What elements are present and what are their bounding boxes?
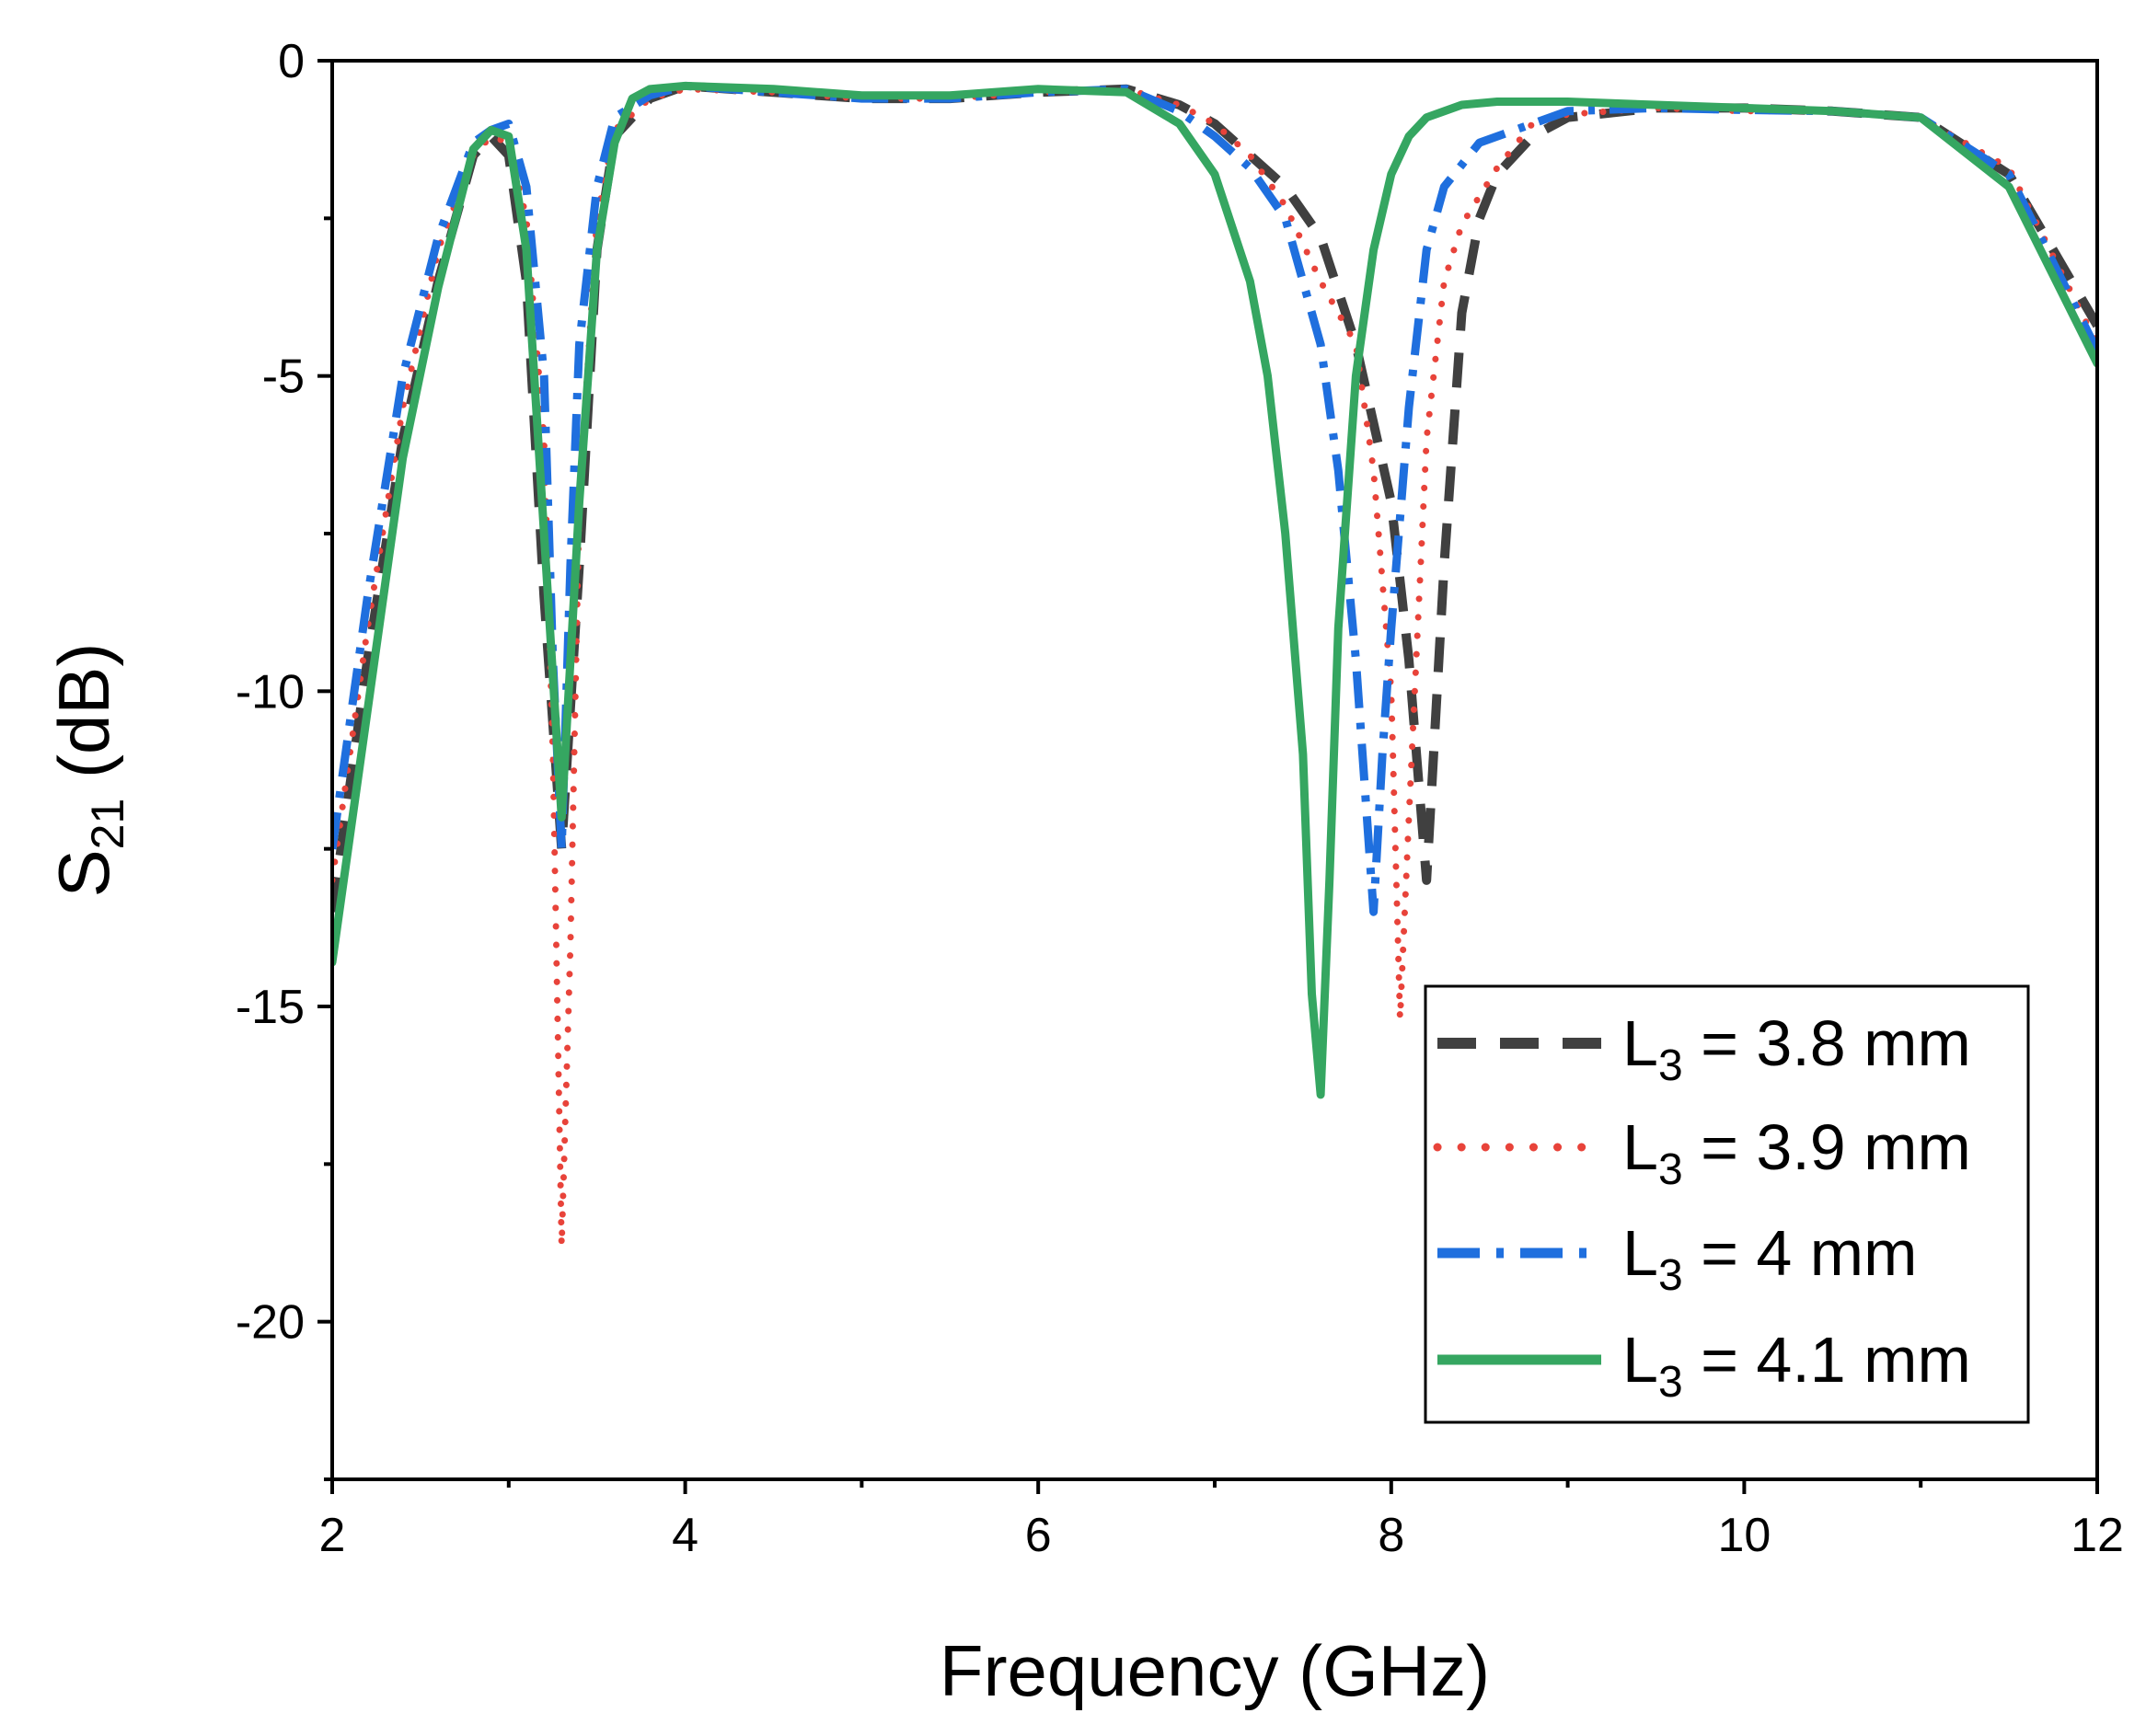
legend-label-3-main: L: [1622, 1324, 1658, 1396]
legend-item-1: L3 = 3.9 mm: [1433, 1111, 1971, 1194]
legend-label-2-main: L: [1622, 1217, 1658, 1289]
series-line-3: [332, 81, 2097, 1099]
legend-label-0-suffix: = 3.8 mm: [1683, 1007, 1971, 1079]
ticks-layer: [317, 59, 2099, 1494]
y-axis-title-subscript: 21: [82, 799, 133, 850]
legend-label-2-suffix: = 4 mm: [1683, 1217, 1918, 1289]
legend-item-0: L3 = 3.8 mm: [1437, 1007, 1971, 1090]
y-tick-label-0: 0: [278, 35, 305, 88]
legend-label-2-subscript: 3: [1658, 1251, 1683, 1300]
y-axis-title-suffix: (dB): [43, 643, 124, 799]
y-tick-label-2: -10: [236, 665, 305, 719]
series-layer: [332, 81, 2097, 1249]
svg-text:L3 = 3.9 mm: L3 = 3.9 mm: [1622, 1111, 1971, 1194]
x-tick-label-4: 10: [1717, 1509, 1771, 1562]
legend: L3 = 3.8 mm L3 = 3.9 mm L3 = 4 mm L3 = 4…: [1424, 984, 2030, 1424]
y-tick-label-4: -20: [236, 1296, 305, 1350]
legend-box: [1424, 984, 2030, 1424]
x-tick-label-2: 6: [1025, 1509, 1052, 1562]
legend-label-3-subscript: 3: [1658, 1358, 1683, 1407]
legend-item-2: L3 = 4 mm: [1437, 1217, 1917, 1300]
x-tick-label-1: 4: [672, 1509, 698, 1562]
legend-label-0-subscript: 3: [1658, 1041, 1683, 1090]
series-line-0: [332, 81, 2097, 913]
tick-labels-layer: 2 4 6 8 10 12 0 -5 -10 -15 -20: [236, 35, 2124, 1562]
legend-label-1-main: L: [1622, 1111, 1658, 1183]
svg-text:S21 (dB): S21 (dB): [43, 643, 133, 898]
svg-text:L3 = 3.8 mm: L3 = 3.8 mm: [1622, 1007, 1971, 1090]
y-tick-label-3: -15: [236, 981, 305, 1034]
legend-label-1-suffix: = 3.9 mm: [1683, 1111, 1971, 1183]
legend-item-3: L3 = 4.1 mm: [1437, 1324, 1971, 1407]
svg-text:L3 = 4.1 mm: L3 = 4.1 mm: [1622, 1324, 1971, 1407]
x-tick-label-3: 8: [1378, 1509, 1404, 1562]
legend-label-3-suffix: = 4.1 mm: [1683, 1324, 1971, 1396]
series-line-2: [332, 81, 2097, 916]
svg-text:L3 = 4 mm: L3 = 4 mm: [1622, 1217, 1917, 1300]
y-tick-label-1: -5: [262, 351, 305, 404]
x-tick-label-0: 2: [319, 1509, 346, 1562]
y-axis-title-main: S: [43, 849, 124, 897]
y-axis-title: S21 (dB): [43, 643, 133, 898]
x-axis-title: Frequency (GHz): [940, 1630, 1490, 1711]
legend-label-1-subscript: 3: [1658, 1145, 1683, 1194]
x-tick-label-5: 12: [2071, 1509, 2124, 1562]
legend-label-0-main: L: [1622, 1007, 1658, 1079]
